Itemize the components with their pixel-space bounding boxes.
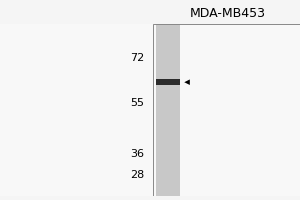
Text: 72: 72 xyxy=(130,53,144,63)
Bar xyxy=(0,24,156,196)
Bar xyxy=(156,24,180,196)
Text: 28: 28 xyxy=(130,170,144,180)
Bar xyxy=(180,24,300,196)
Text: 55: 55 xyxy=(130,98,144,108)
Bar xyxy=(156,79,180,85)
Text: MDA-MB453: MDA-MB453 xyxy=(190,7,266,20)
Bar xyxy=(153,24,300,196)
Text: 36: 36 xyxy=(130,149,144,159)
